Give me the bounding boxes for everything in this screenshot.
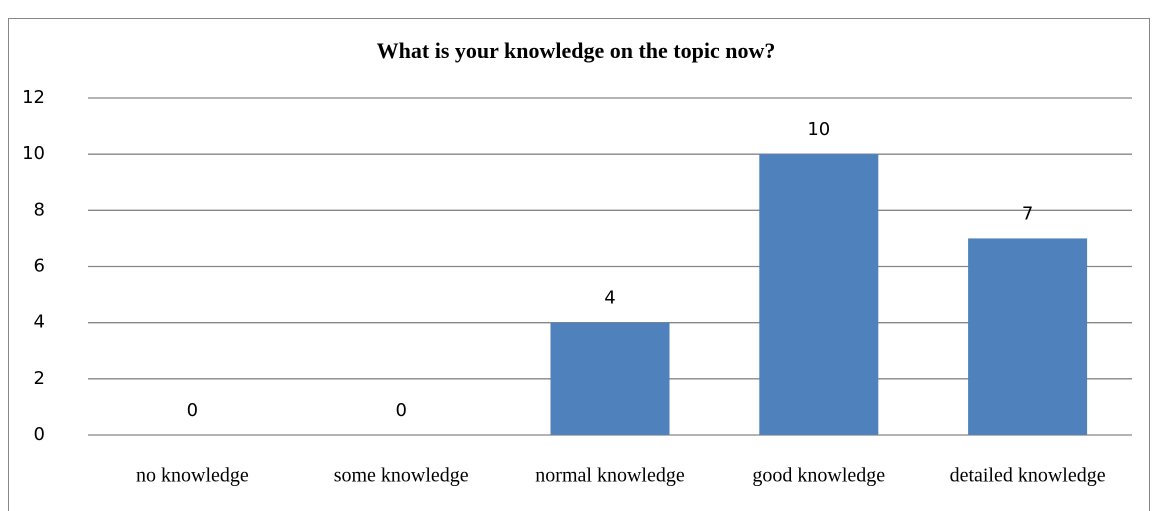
x-tick-label: detailed knowledge	[950, 465, 1106, 487]
y-tick-label: 6	[34, 256, 45, 277]
y-tick-label: 0	[34, 424, 45, 445]
data-label: 7	[1022, 203, 1033, 224]
y-tick-label: 10	[22, 143, 45, 164]
data-label: 0	[187, 400, 198, 421]
bar	[550, 322, 670, 435]
y-tick-label: 12	[22, 87, 45, 108]
x-tick-label: some knowledge	[334, 465, 469, 487]
y-tick-label: 2	[34, 368, 45, 389]
data-label: 10	[807, 119, 830, 140]
data-label: 4	[604, 288, 615, 309]
x-tick-label: normal knowledge	[535, 465, 685, 487]
bar	[759, 154, 879, 435]
x-tick-label: good knowledge	[752, 465, 885, 487]
y-tick-label: 4	[34, 312, 45, 333]
y-tick-label: 8	[34, 199, 45, 220]
x-tick-label: no knowledge	[136, 465, 249, 487]
chart-title: What is your knowledge on the topic now?	[377, 38, 776, 63]
bar	[968, 238, 1088, 435]
data-label: 0	[395, 400, 406, 421]
